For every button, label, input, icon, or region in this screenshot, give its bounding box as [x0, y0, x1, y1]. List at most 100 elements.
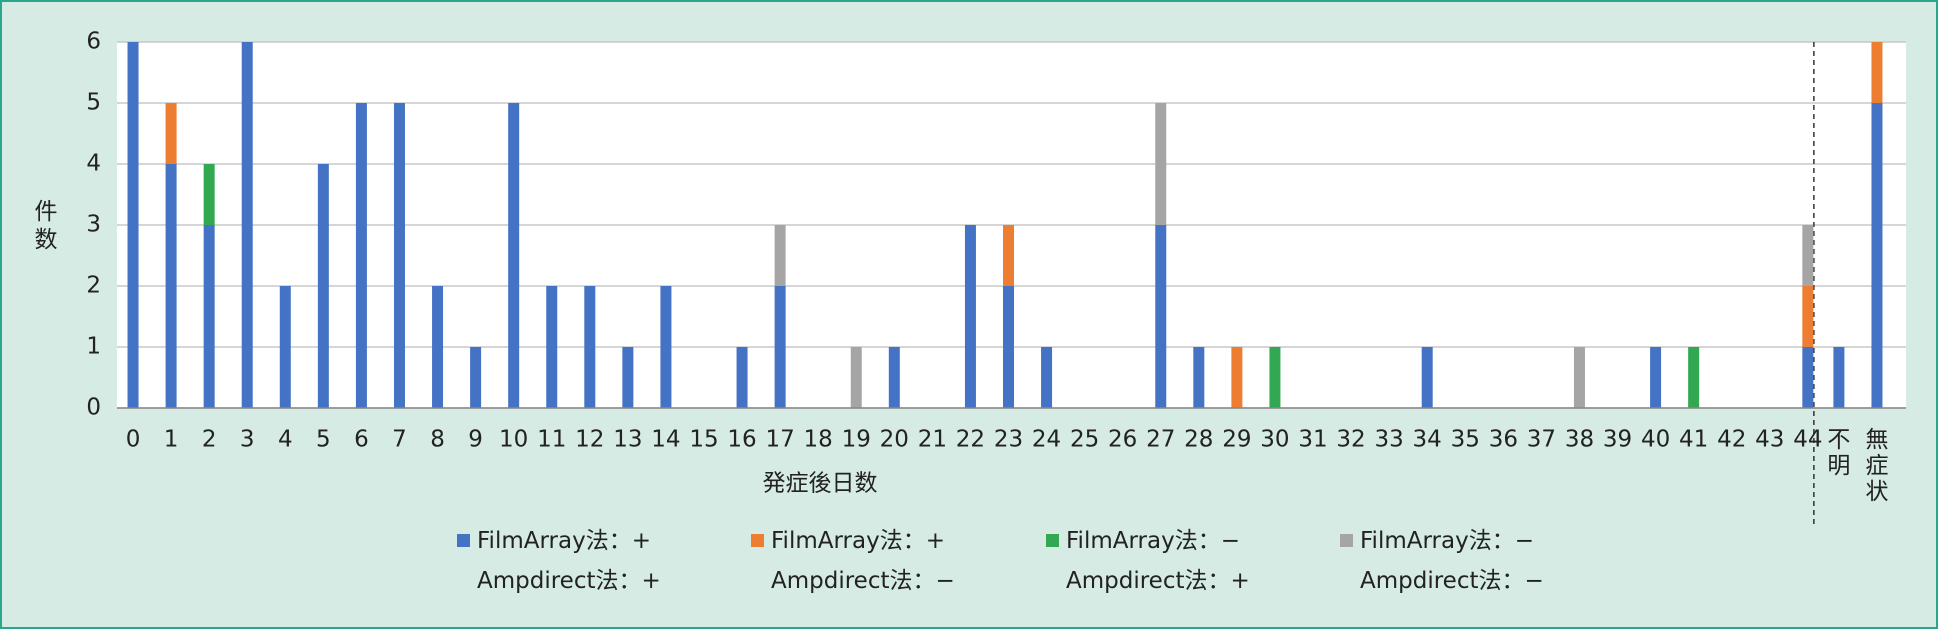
bar-segment [546, 286, 558, 408]
x-tick-label: 33 [1374, 427, 1403, 453]
bar-segment [1802, 286, 1814, 347]
y-tick-label: 4 [86, 151, 101, 177]
x-tick-label: 43 [1755, 427, 1784, 453]
legend-line: FilmArray法：+ [771, 528, 945, 554]
x-tick-label: 38 [1565, 427, 1594, 453]
bar-segment [470, 347, 482, 408]
x-tick-label: 29 [1222, 427, 1251, 453]
x-tick-label-char: 明 [1827, 453, 1850, 479]
bar-segment [1573, 347, 1585, 408]
bar-segment [355, 103, 367, 408]
bar-segment [1155, 103, 1167, 225]
bar-segment [1871, 42, 1883, 103]
bar-segment [203, 164, 215, 225]
legend-label: FilmArray法：+ Ampdirect法：− [771, 528, 955, 594]
legend-line: Ampdirect法：+ [477, 568, 661, 594]
x-tick-label: 2 [202, 427, 217, 453]
legend-label: FilmArray法：− Ampdirect法：− [1360, 528, 1544, 594]
x-tick-label: 15 [689, 427, 718, 453]
y-tick-label: 6 [86, 29, 101, 55]
x-axis-label: 発症後日数 [763, 471, 878, 497]
bar-segment [1193, 347, 1205, 408]
bar-segment [1871, 103, 1883, 408]
x-tick-label: 3 [240, 427, 255, 453]
x-tick-label: 20 [880, 427, 909, 453]
x-tick-label: 26 [1108, 427, 1137, 453]
x-tick-label: 24 [1032, 427, 1061, 453]
bar-segment [1688, 347, 1700, 408]
bar-segment [964, 225, 976, 408]
bar-segment [888, 347, 900, 408]
y-tick-label: 0 [86, 395, 101, 421]
x-tick-label: 39 [1603, 427, 1632, 453]
legend-line: FilmArray法：− [1360, 528, 1534, 554]
legend-line: FilmArray法：− [1066, 528, 1240, 554]
bar-segment [774, 225, 786, 286]
x-tick-label: 不明 [1827, 427, 1850, 479]
legend-swatch [751, 534, 764, 547]
x-tick-label: 4 [278, 427, 293, 453]
legend-swatch [457, 534, 470, 547]
y-axis-label: 件数 [35, 199, 58, 253]
x-tick-label: 8 [430, 427, 445, 453]
x-tick-label: 34 [1413, 427, 1442, 453]
x-tick-label: 31 [1298, 427, 1327, 453]
x-tick-label: 11 [537, 427, 566, 453]
x-tick-label: 37 [1527, 427, 1556, 453]
y-tick-label: 5 [86, 90, 101, 116]
bar-segment [203, 225, 215, 408]
legend-line: Ampdirect法：+ [1066, 568, 1250, 594]
x-tick-label: 19 [842, 427, 871, 453]
x-tick-label: 36 [1489, 427, 1518, 453]
x-tick-label: 9 [468, 427, 483, 453]
bar-segment [508, 103, 520, 408]
bar-segment [774, 286, 786, 408]
y-axis-label-char: 数 [35, 227, 58, 253]
x-tick-label: 13 [613, 427, 642, 453]
bar-segment [1802, 347, 1814, 408]
y-tick-label: 3 [86, 212, 101, 238]
bar-segment [165, 103, 177, 164]
x-tick-label: 30 [1260, 427, 1289, 453]
bar-segment [393, 103, 405, 408]
x-tick-label: 25 [1070, 427, 1099, 453]
bar-segment [1003, 225, 1014, 286]
legend-line: Ampdirect法：− [771, 568, 955, 594]
bar-segment [1650, 347, 1662, 408]
x-tick-label: 40 [1641, 427, 1670, 453]
bar-segment [1041, 347, 1053, 408]
bar-segment [432, 286, 444, 408]
y-axis-label-char: 件 [35, 199, 58, 225]
bar-segment [584, 286, 596, 408]
bar-segment [1421, 347, 1433, 408]
bar-segment [1003, 286, 1014, 408]
legend-label: FilmArray法：− Ampdirect法：+ [1066, 528, 1250, 594]
x-tick-label: 32 [1336, 427, 1365, 453]
x-tick-label: 1 [164, 427, 179, 453]
bar-segment [241, 42, 253, 408]
x-tick-label: 44 [1793, 427, 1822, 453]
legend-swatch [1046, 534, 1059, 547]
x-tick-label-char: 無 [1865, 427, 1888, 453]
bar-segment [1155, 225, 1167, 408]
x-tick-label: 6 [354, 427, 369, 453]
bar-segment [165, 164, 177, 408]
x-tick-label: 42 [1717, 427, 1746, 453]
bar-segment [736, 347, 748, 408]
bar-segment [1802, 225, 1814, 286]
bar-segment [1269, 347, 1281, 408]
bar-segment [1833, 347, 1845, 408]
x-tick-label: 23 [994, 427, 1023, 453]
x-tick-label: 16 [727, 427, 756, 453]
x-tick-label: 21 [918, 427, 947, 453]
bar-segment [279, 286, 291, 408]
legend-line: FilmArray法：+ [477, 528, 651, 554]
x-tick-label: 27 [1146, 427, 1175, 453]
bar-segment [1231, 347, 1243, 408]
y-tick-label: 2 [86, 273, 101, 299]
legend-swatch [1340, 534, 1353, 547]
x-tick-label: 10 [499, 427, 528, 453]
x-tick-label: 22 [956, 427, 985, 453]
